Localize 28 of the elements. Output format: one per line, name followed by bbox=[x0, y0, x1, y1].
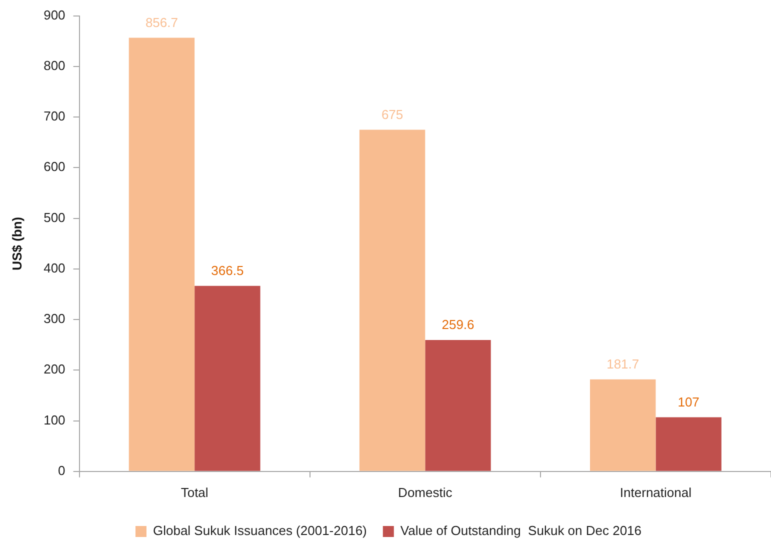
x-tick-label: Total bbox=[180, 484, 208, 500]
data-label: 366.5 bbox=[211, 262, 244, 278]
data-label: 675 bbox=[381, 106, 404, 122]
y-tick-label: 800 bbox=[44, 58, 66, 73]
y-tick-label: 700 bbox=[44, 108, 66, 124]
data-label: 107 bbox=[678, 394, 700, 410]
data-label: 181.7 bbox=[606, 356, 640, 372]
y-tick-label: 200 bbox=[44, 362, 66, 377]
bar bbox=[359, 130, 426, 471]
x-tick-label: Domestic bbox=[398, 484, 453, 500]
y-tick-label: 400 bbox=[44, 260, 66, 276]
y-tick-label: 900 bbox=[44, 7, 66, 22]
data-label: 856.7 bbox=[145, 14, 178, 30]
bar bbox=[590, 379, 656, 471]
y-tick-label: 100 bbox=[44, 412, 66, 428]
legend-label: Value of Outstanding Sukuk on Dec 2016 bbox=[400, 523, 642, 538]
bar bbox=[656, 417, 722, 471]
bar bbox=[425, 340, 491, 471]
y-tick-label: 600 bbox=[44, 159, 66, 174]
y-axis-title: US$ (bn) bbox=[9, 216, 24, 270]
data-label: 259.6 bbox=[442, 317, 474, 332]
legend-label: Global Sukuk Issuances (2001-2016) bbox=[152, 523, 367, 538]
y-tick-label: 300 bbox=[44, 311, 66, 326]
x-tick-label: International bbox=[620, 484, 692, 500]
bar bbox=[128, 38, 195, 471]
bar bbox=[194, 286, 260, 471]
y-tick-label: 500 bbox=[44, 210, 66, 225]
y-tick-label: 0 bbox=[58, 462, 66, 478]
